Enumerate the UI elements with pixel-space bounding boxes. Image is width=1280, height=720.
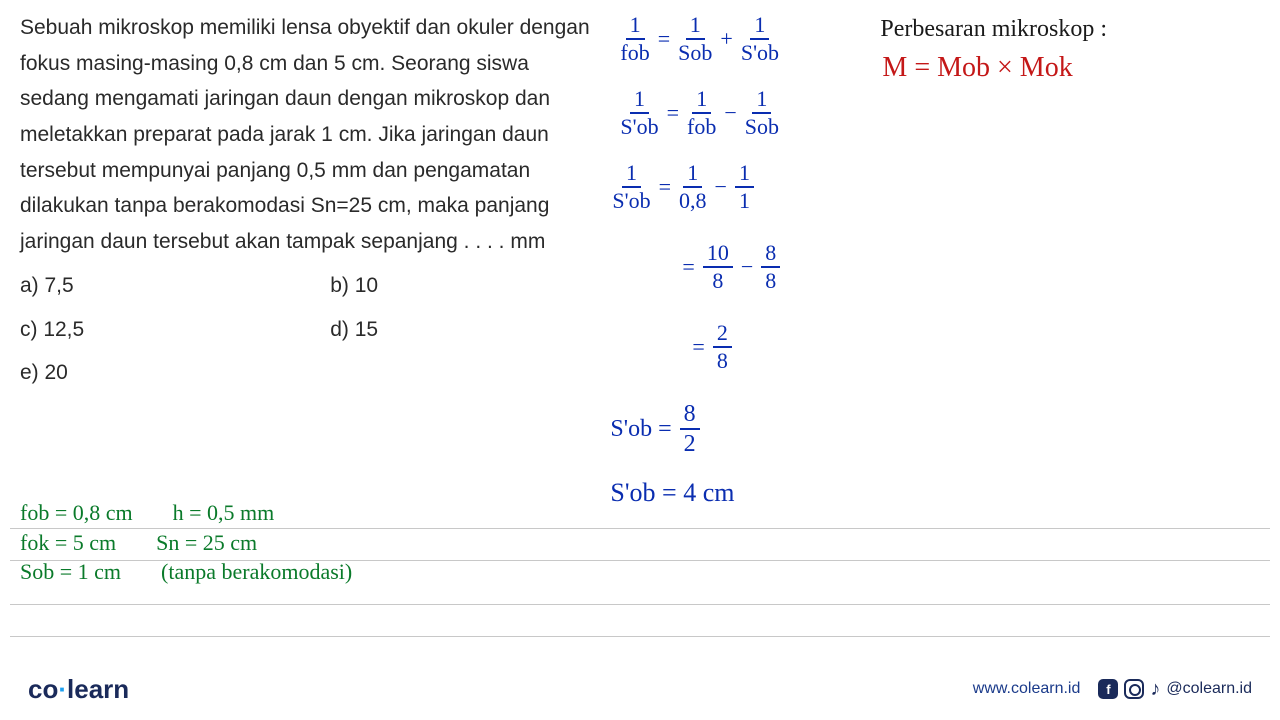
minus: − [715, 174, 727, 200]
option-e: e) 20 [20, 355, 290, 391]
frac-num: 1 [683, 162, 702, 188]
logo-learn: learn [67, 674, 129, 704]
frac-num: 1 [692, 88, 711, 114]
minus: − [741, 254, 753, 280]
calc-result: S'ob = 4 cm [610, 478, 734, 508]
given-sob: Sob = 1 cm [20, 557, 121, 587]
calc-line-2: 1S'ob = 1fob − 1Sob [620, 88, 779, 138]
equals: = [658, 26, 670, 52]
tiktok-icon[interactable]: ♪ [1150, 678, 1160, 701]
frac-den: 1 [739, 188, 750, 212]
option-c: c) 12,5 [20, 312, 290, 348]
frac-num: 1 [626, 14, 645, 40]
frac-den: S'ob [620, 114, 658, 138]
magnification-formula: M = Mob × Mok [882, 52, 1072, 84]
frac-num: 8 [680, 402, 700, 430]
plus: + [720, 26, 732, 52]
frac-num: 10 [703, 242, 733, 268]
given-fob: fob = 0,8 cm [20, 498, 133, 528]
divider-line [10, 604, 1270, 605]
frac-num: 1 [750, 14, 769, 40]
frac-den: 8 [717, 348, 728, 372]
given-fok: fok = 5 cm [20, 528, 116, 558]
website-link[interactable]: www.colearn.id [973, 680, 1081, 698]
formula-m: M [882, 52, 907, 83]
given-values: fob = 0,8 cm h = 0,5 mm fok = 5 cm Sn = … [20, 498, 352, 587]
given-sn: Sn = 25 cm [156, 528, 257, 558]
given-note: (tanpa berakomodasi) [161, 557, 352, 587]
options-grid: a) 7,5 b) 10 c) 12,5 d) 15 e) 20 [20, 268, 600, 391]
frac-den: 0,8 [679, 188, 707, 212]
divider-line [10, 528, 1270, 529]
formula-rest: Mob × Mok [937, 52, 1073, 83]
equals: = [667, 100, 679, 126]
frac-num: 8 [761, 242, 780, 268]
footer: co·learn www.colearn.id f ♪ @colearn.id [0, 658, 1280, 720]
option-d: d) 15 [330, 312, 600, 348]
minus: − [724, 100, 736, 126]
option-a: a) 7,5 [20, 268, 290, 304]
equals: = [682, 254, 694, 280]
social-icons: f ♪ @colearn.id [1098, 678, 1252, 701]
frac-den: Sob [745, 114, 779, 138]
frac-num: 1 [686, 14, 705, 40]
frac-den: S'ob [741, 40, 779, 64]
sob-label: S'ob = [610, 416, 671, 443]
frac-num: 2 [713, 322, 732, 348]
question-text: Sebuah mikroskop memiliki lensa obyektif… [20, 10, 600, 260]
formula-eq: = [907, 52, 937, 83]
calc-line-1: 1fob = 1Sob + 1S'ob [620, 14, 779, 64]
calc-line-4: = 108 − 88 [682, 242, 780, 292]
calc-line-5: = 28 [692, 322, 731, 372]
social-handle: @colearn.id [1166, 680, 1252, 698]
frac-den: 8 [712, 268, 723, 292]
frac-num: 1 [630, 88, 649, 114]
frac-den: Sob [678, 40, 712, 64]
frac-num: 1 [752, 88, 771, 114]
instagram-icon[interactable] [1124, 679, 1144, 699]
given-h: h = 0,5 mm [173, 498, 275, 528]
equals: = [692, 334, 704, 360]
frac-den: 8 [765, 268, 776, 292]
calc-line-3: 1S'ob = 10,8 − 11 [612, 162, 754, 212]
divider-line [10, 560, 1270, 561]
calc-line-6: S'ob = 82 [610, 402, 699, 456]
frac-num: 1 [735, 162, 754, 188]
facebook-icon[interactable]: f [1098, 679, 1118, 699]
logo-dot: · [58, 674, 67, 704]
logo-co: co [28, 674, 58, 704]
divider-line [10, 636, 1270, 637]
frac-den: 2 [684, 430, 696, 456]
frac-den: fob [687, 114, 716, 138]
logo: co·learn [28, 674, 129, 705]
worked-solution: 1fob = 1Sob + 1S'ob 1S'ob = 1fob − 1Sob … [600, 10, 1260, 640]
option-b: b) 10 [330, 268, 600, 304]
frac-den: fob [620, 40, 649, 64]
footer-right: www.colearn.id f ♪ @colearn.id [973, 678, 1252, 701]
frac-den: S'ob [612, 188, 650, 212]
magnification-title: Perbesaran mikroskop : [880, 16, 1107, 43]
frac-num: 1 [622, 162, 641, 188]
equals: = [659, 174, 671, 200]
